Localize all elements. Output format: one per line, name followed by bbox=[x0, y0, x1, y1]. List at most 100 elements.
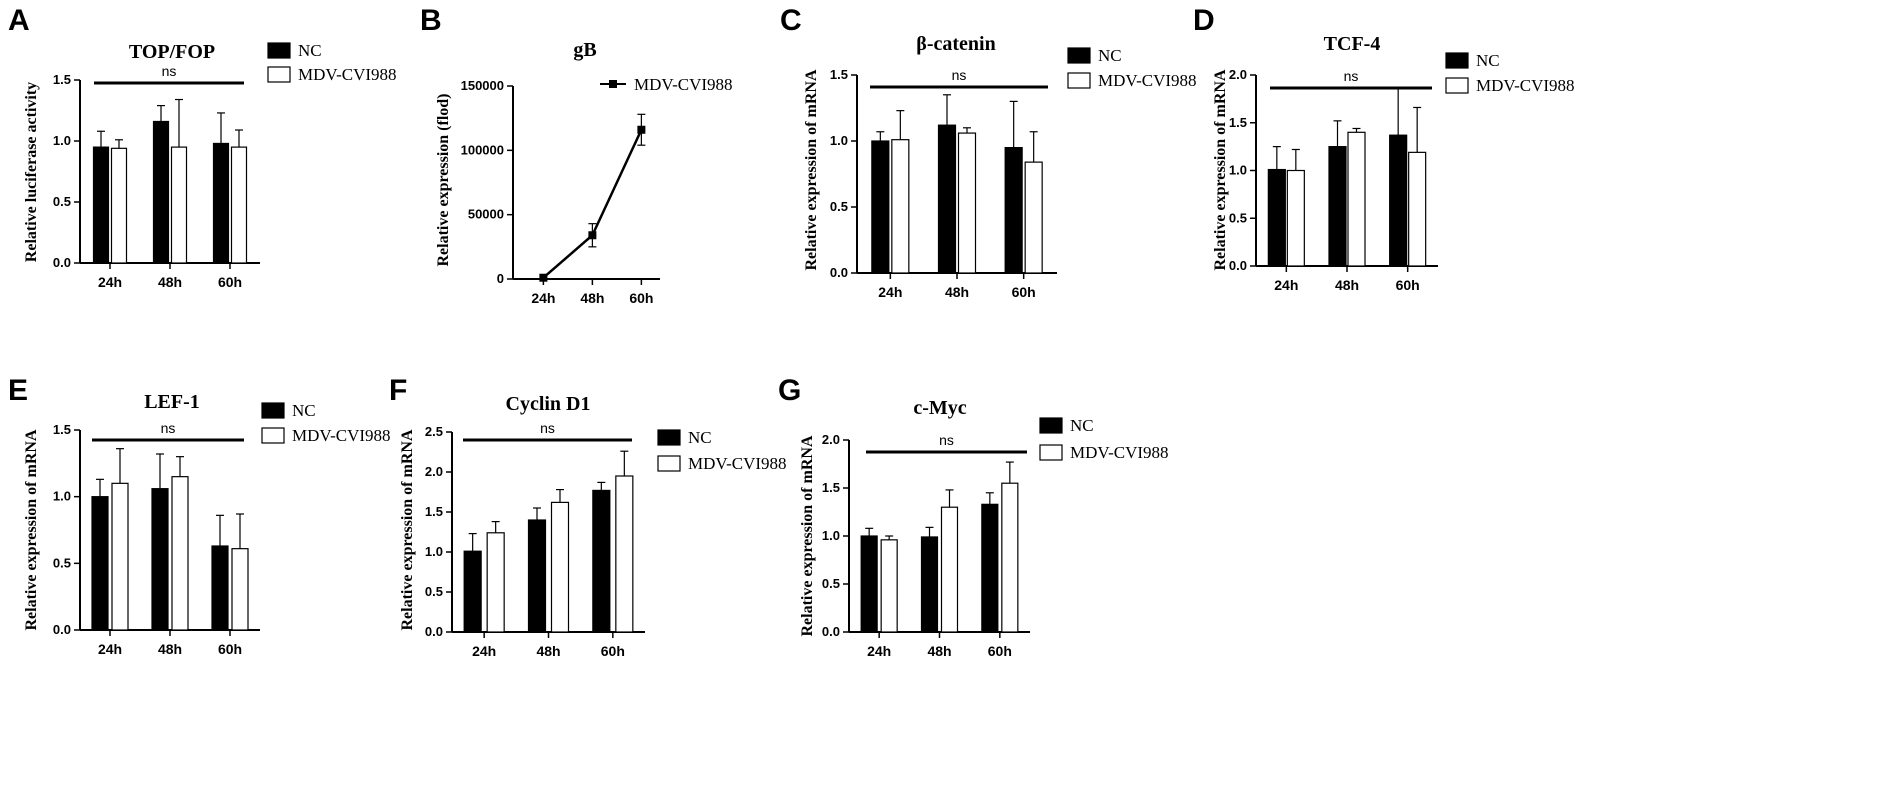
bar-nc-24h bbox=[1267, 168, 1286, 267]
legend-label-mdv: MDV-CVI988 bbox=[298, 65, 397, 84]
y-tick-label: 1.5 bbox=[53, 422, 71, 437]
x-tick-label: 48h bbox=[536, 643, 560, 659]
y-axis-label: Relative luciferase activity bbox=[23, 82, 40, 262]
significance-label: ns bbox=[161, 420, 176, 436]
panel-c: Cβ-catenin Relative expression of mRNA 0.0… bbox=[780, 4, 1197, 300]
bar-mdv-48h bbox=[170, 146, 188, 264]
panel-e: E LEF-1 Relative expression of mRNA 0.0 0.5 1… bbox=[8, 374, 391, 657]
legend-swatch-nc bbox=[1067, 47, 1091, 64]
legend-swatch-nc bbox=[267, 42, 291, 59]
y-tick-label: 1.5 bbox=[425, 504, 443, 519]
x-tick-label: 60h bbox=[218, 641, 242, 657]
y-tick-label: 1.5 bbox=[53, 72, 71, 87]
x-tick-label: 48h bbox=[580, 290, 604, 306]
y-axis-label: Relative expression of mRNA bbox=[799, 435, 816, 636]
y-tick-label: 0.0 bbox=[425, 624, 443, 639]
bar-nc-60h bbox=[211, 545, 229, 631]
panel-letter: F bbox=[389, 374, 407, 407]
y-tick-label: 0.0 bbox=[53, 622, 71, 637]
bar-nc-60h bbox=[1389, 134, 1408, 267]
significance-label: ns bbox=[162, 63, 177, 79]
y-tick-label: 1.5 bbox=[830, 67, 848, 82]
y-tick-label: 0.0 bbox=[822, 624, 840, 639]
x-tick-label: 24h bbox=[867, 643, 891, 659]
bar-nc-48h bbox=[152, 120, 170, 264]
chart-title: β-catenin bbox=[916, 33, 995, 55]
bar-mdv-24h bbox=[891, 139, 910, 274]
legend-swatch-nc bbox=[261, 402, 285, 419]
legend-swatch-nc bbox=[1039, 417, 1063, 434]
significance-label: ns bbox=[1344, 68, 1359, 84]
y-tick-label: 0.5 bbox=[425, 584, 443, 599]
legend-swatch-mdv bbox=[261, 427, 285, 444]
x-tick-label: 24h bbox=[878, 284, 902, 300]
bar-mdv-24h bbox=[111, 482, 129, 631]
x-tick-label: 48h bbox=[945, 284, 969, 300]
chart-title: gB bbox=[573, 39, 596, 61]
x-tick-label: 60h bbox=[601, 643, 625, 659]
series-line bbox=[542, 129, 643, 279]
y-axis-label: Relative expression of mRNA bbox=[803, 69, 820, 270]
y-axis-label: Relative expression (flod) bbox=[435, 93, 452, 266]
bar-mdv-24h bbox=[1286, 169, 1305, 267]
legend-label-nc: NC bbox=[298, 41, 322, 60]
significance-label: ns bbox=[540, 420, 555, 436]
legend-swatch-mdv bbox=[1039, 444, 1063, 461]
legend-label-mdv: MDV-CVI988 bbox=[1476, 76, 1575, 95]
y-axis-label: Relative expression of mRNA bbox=[399, 429, 416, 630]
bar-mdv-24h bbox=[880, 539, 898, 633]
y-tick-label: 0.5 bbox=[1229, 210, 1247, 225]
x-tick-label: 48h bbox=[1335, 277, 1359, 293]
legend-swatch-mdv bbox=[1067, 72, 1091, 89]
data-point-60h bbox=[637, 125, 646, 134]
bar-mdv-60h bbox=[1408, 151, 1427, 267]
panel-b: BgB Relative expression (flod) 0 50000 10000… bbox=[420, 4, 733, 306]
panel-g: Gc-Myc Relative expression of mRNA 0.0 0.5 1… bbox=[778, 374, 1169, 659]
panel-d: D TCF-4 Relative expression of mRNA 0.0 0.5 1… bbox=[1193, 4, 1575, 293]
x-tick-label: 48h bbox=[158, 274, 182, 290]
significance-label: ns bbox=[939, 432, 954, 448]
y-tick-label: 1.0 bbox=[822, 528, 840, 543]
data-point-48h bbox=[588, 231, 597, 240]
legend-label-mdv: MDV-CVI988 bbox=[292, 426, 391, 445]
x-tick-label: 48h bbox=[158, 641, 182, 657]
bar-mdv-60h bbox=[615, 475, 634, 633]
legend-marker bbox=[609, 80, 617, 88]
bar-nc-60h bbox=[592, 489, 611, 633]
x-tick-label: 60h bbox=[1396, 277, 1420, 293]
bar-mdv-24h bbox=[110, 147, 128, 264]
y-tick-label: 150000 bbox=[461, 78, 504, 93]
legend-swatch-nc bbox=[657, 429, 681, 446]
y-tick-label: 2.5 bbox=[425, 424, 443, 439]
x-tick-label: 24h bbox=[1274, 277, 1298, 293]
bar-mdv-48h bbox=[940, 506, 959, 633]
y-tick-label: 0.0 bbox=[53, 255, 71, 270]
x-tick-label: 60h bbox=[629, 290, 653, 306]
panel-a: A TOP/FOP Relative luciferase activity 0.0 0… bbox=[8, 4, 397, 290]
legend-label-mdv: MDV-CVI988 bbox=[634, 75, 733, 94]
y-tick-label: 0.5 bbox=[830, 199, 848, 214]
data-point-24h bbox=[539, 273, 548, 282]
bar-nc-60h bbox=[1004, 147, 1023, 274]
legend-swatch-mdv bbox=[1445, 77, 1469, 94]
x-tick-label: 24h bbox=[531, 290, 555, 306]
x-tick-label: 60h bbox=[218, 274, 242, 290]
bar-mdv-48h bbox=[1347, 131, 1366, 267]
legend-label-nc: NC bbox=[292, 401, 316, 420]
panel-letter: D bbox=[1193, 4, 1215, 37]
bar-mdv-60h bbox=[230, 146, 248, 264]
x-tick-label: 24h bbox=[98, 641, 122, 657]
bar-mdv-48h bbox=[171, 476, 189, 631]
legend-swatch-nc bbox=[1445, 52, 1469, 69]
x-tick-label: 48h bbox=[927, 643, 951, 659]
significance-label: ns bbox=[952, 67, 967, 83]
panel-letter: E bbox=[8, 374, 28, 407]
y-tick-label: 50000 bbox=[468, 207, 504, 222]
y-axis-label: Relative expression of mRNA bbox=[1212, 69, 1229, 270]
panel-letter: A bbox=[8, 4, 30, 37]
bar-nc-24h bbox=[92, 146, 110, 264]
bar-nc-48h bbox=[920, 536, 939, 633]
bar-mdv-24h bbox=[486, 532, 505, 633]
y-tick-label: 1.5 bbox=[1229, 115, 1247, 130]
